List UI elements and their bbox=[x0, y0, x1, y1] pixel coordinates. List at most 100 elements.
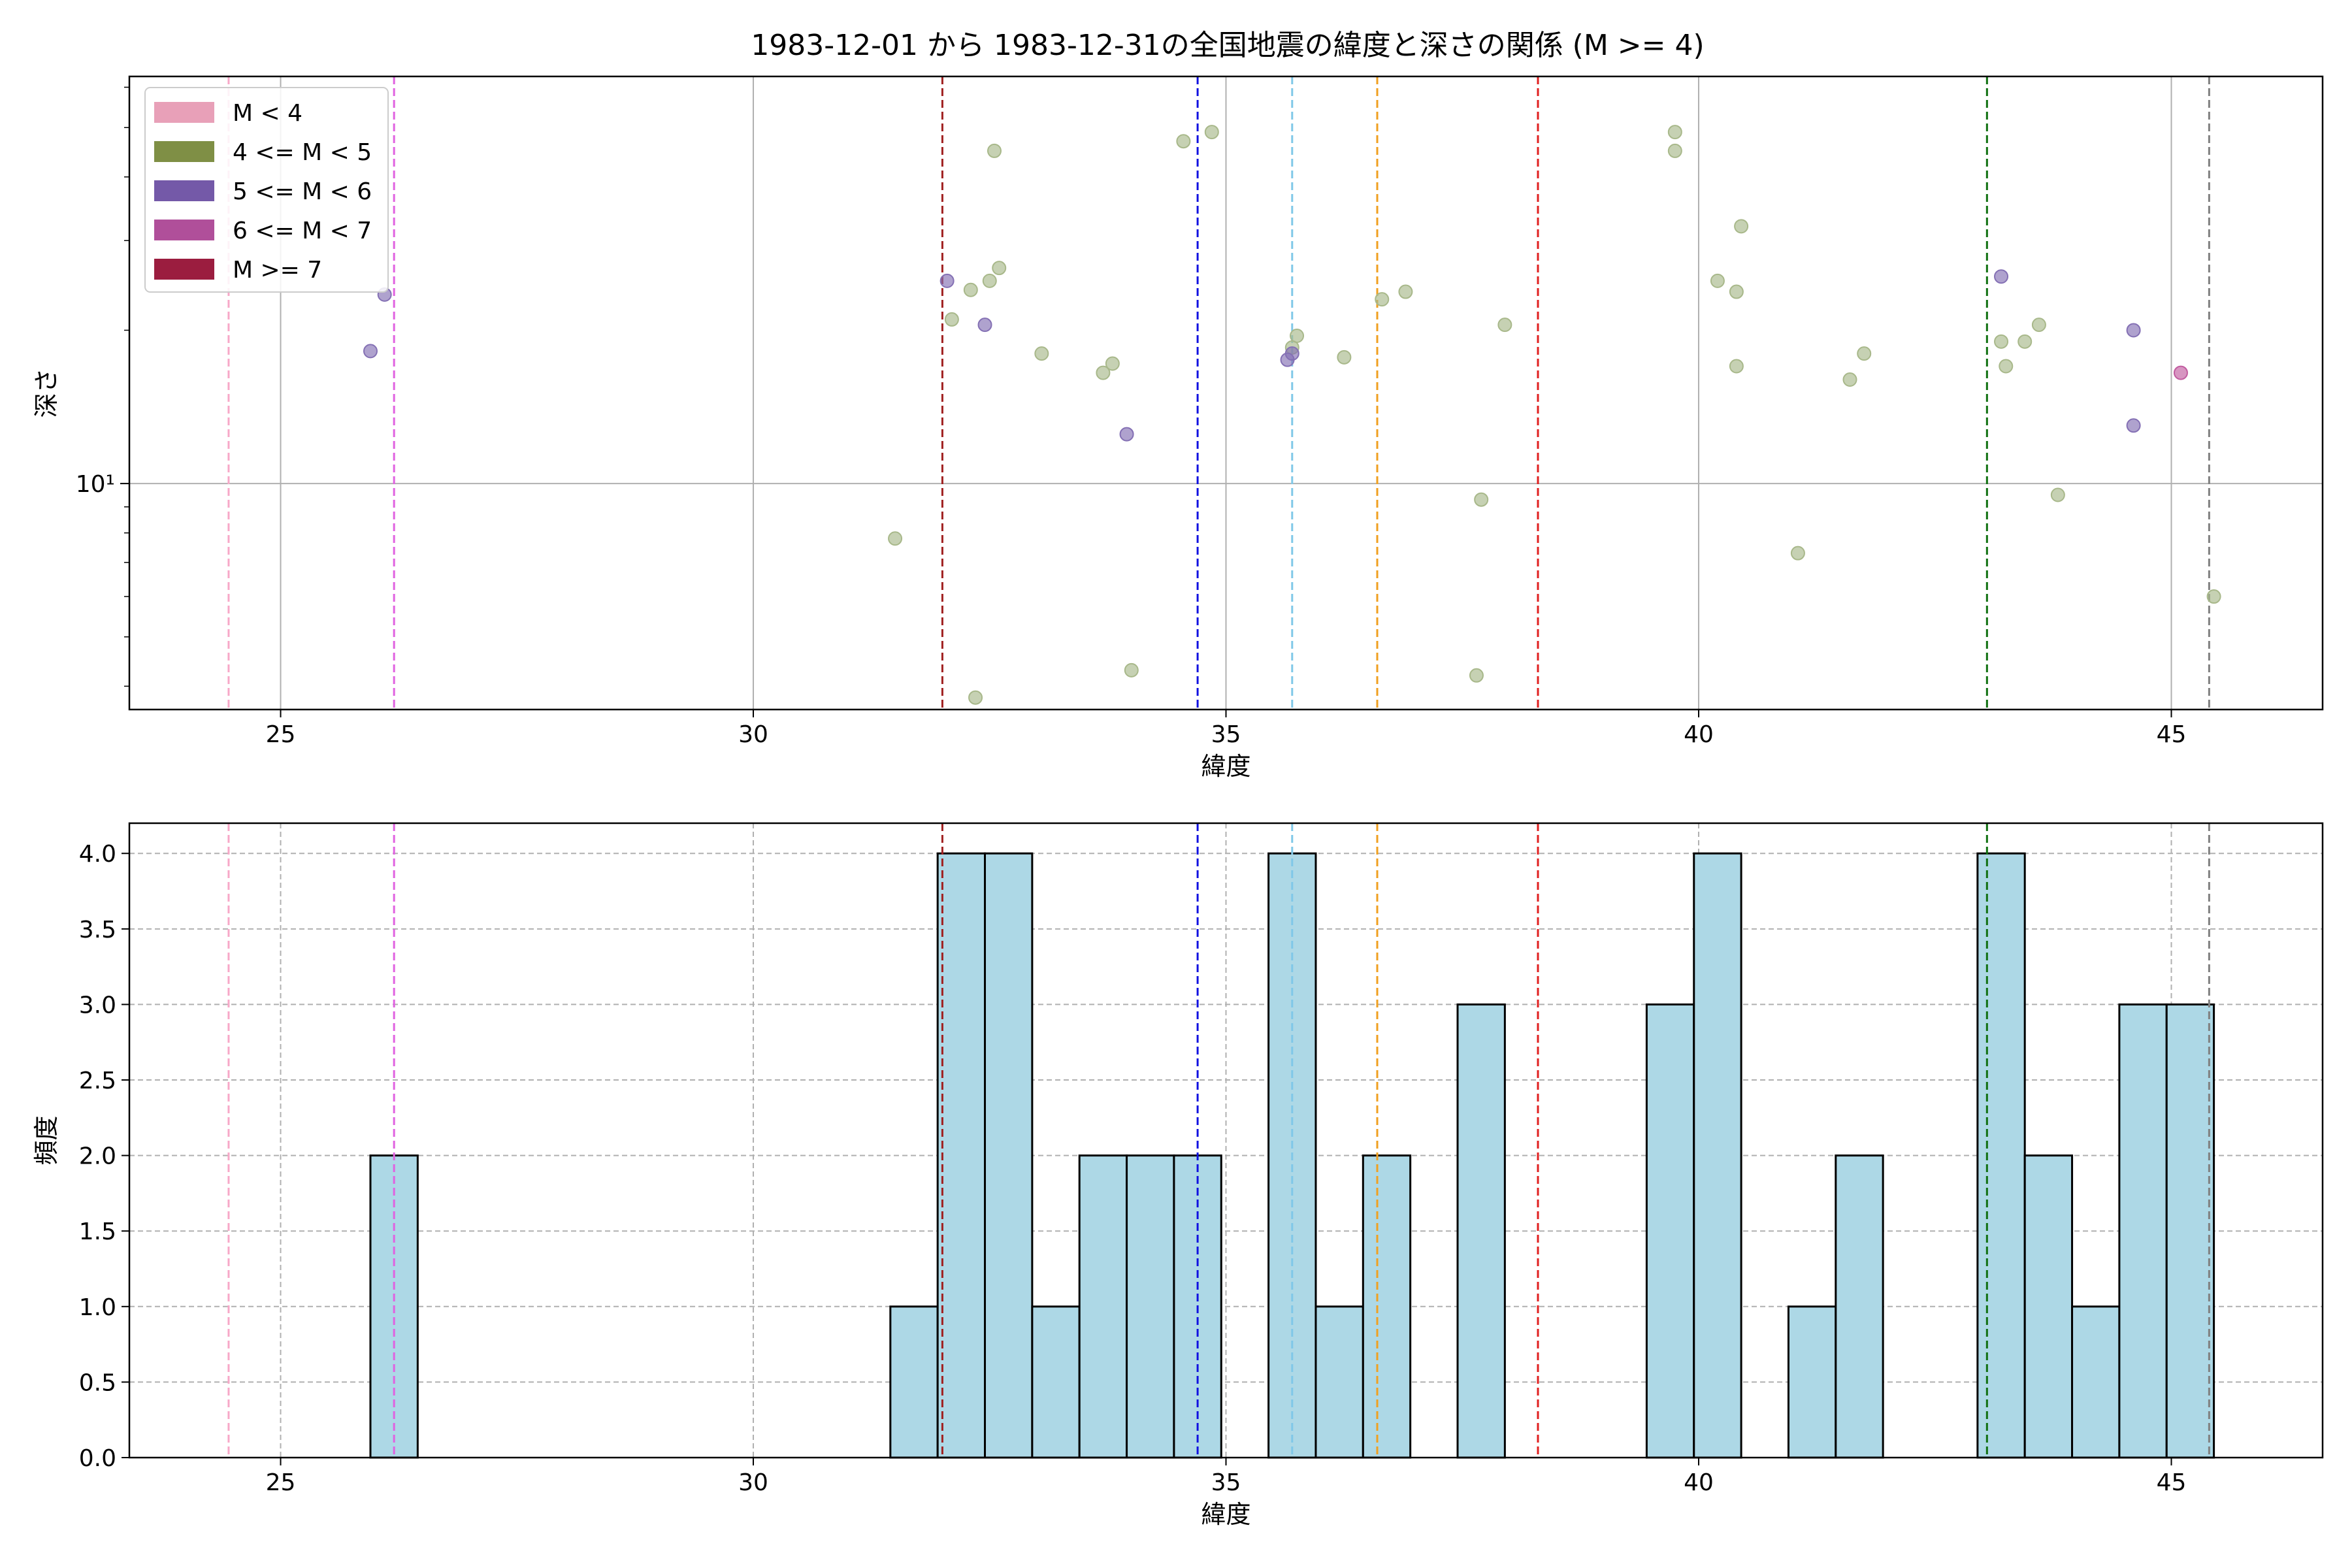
scatter-panel: 25 30 35 40 45 10¹ 緯度 深さ M < 4 4 <= M < 5 5 <= M <… bbox=[32, 75, 2324, 781]
scatter-point bbox=[987, 143, 1002, 158]
scatter-point bbox=[1096, 365, 1111, 380]
scatter-point bbox=[1497, 318, 1512, 333]
histogram-bar bbox=[984, 852, 1034, 1459]
legend-swatch bbox=[154, 180, 214, 201]
scatter-point bbox=[2017, 334, 2033, 349]
scatter-x-tick-label: 45 bbox=[2157, 721, 2187, 748]
scatter-y-axis-label: 深さ bbox=[32, 368, 61, 417]
hist-x-tick-label: 35 bbox=[1211, 1469, 1241, 1496]
scatter-point bbox=[1124, 662, 1139, 678]
scatter-point bbox=[1999, 359, 2014, 374]
scatter-point bbox=[1710, 273, 1725, 288]
scatter-point bbox=[2206, 589, 2221, 604]
hist-y-tick-label: 4.0 bbox=[79, 841, 116, 868]
scatter-point bbox=[1667, 125, 1682, 140]
scatter-point bbox=[1994, 334, 2009, 349]
scatter-point bbox=[939, 273, 955, 288]
legend-label: 5 <= M < 6 bbox=[233, 178, 372, 205]
scatter-point bbox=[1034, 346, 1049, 361]
scatter-point bbox=[363, 344, 378, 359]
hist-y-tick-label: 1.5 bbox=[79, 1218, 116, 1245]
legend-label: M < 4 bbox=[233, 100, 302, 127]
scatter-point bbox=[1734, 219, 1749, 234]
scatter-legend: M < 4 4 <= M < 5 5 <= M < 6 6 <= M < 7 M >= … bbox=[144, 87, 389, 293]
histogram-bar bbox=[1787, 1305, 1837, 1459]
scatter-point bbox=[944, 312, 959, 327]
scatter-x-tick-label: 40 bbox=[1684, 721, 1714, 748]
histogram-bar bbox=[1693, 852, 1742, 1459]
scatter-point bbox=[1280, 352, 1295, 367]
legend-swatch bbox=[154, 141, 214, 162]
scatter-point bbox=[1994, 269, 2009, 284]
histogram-bar bbox=[936, 852, 987, 1459]
scatter-point bbox=[2173, 365, 2188, 380]
scatter-point bbox=[982, 273, 997, 288]
legend-box bbox=[144, 87, 389, 293]
legend-label: 4 <= M < 5 bbox=[233, 139, 372, 166]
scatter-x-tick-label: 25 bbox=[266, 721, 296, 748]
hist-x-axis-label: 緯度 bbox=[1201, 1500, 1250, 1529]
hist-y-tick-label: 1.0 bbox=[79, 1294, 116, 1321]
scatter-point bbox=[1105, 356, 1120, 371]
legend-swatch bbox=[154, 259, 214, 280]
histogram-bar bbox=[1031, 1305, 1081, 1459]
scatter-point bbox=[2126, 323, 2141, 338]
scatter-point bbox=[1729, 359, 1744, 374]
scatter-point bbox=[2126, 418, 2141, 433]
histogram-bar bbox=[2118, 1003, 2168, 1459]
histogram-bar bbox=[2071, 1305, 2121, 1459]
hist-y-tick-label: 0.0 bbox=[79, 1445, 116, 1472]
hist-x-tick-label: 40 bbox=[1684, 1469, 1714, 1496]
hist-y-tick-label: 2.5 bbox=[79, 1068, 116, 1094]
scatter-point bbox=[1469, 668, 1484, 683]
scatter-point bbox=[1337, 350, 1352, 365]
scatter-point bbox=[1857, 346, 1872, 361]
scatter-x-axis-label: 緯度 bbox=[1201, 752, 1250, 781]
scatter-x-tick-label: 30 bbox=[738, 721, 768, 748]
hist-y-axis-label: 頻度 bbox=[32, 1115, 61, 1165]
legend-label: 6 <= M < 7 bbox=[233, 218, 372, 244]
histogram-bar bbox=[889, 1305, 939, 1459]
hist-x-tick-label: 30 bbox=[738, 1469, 768, 1496]
chart-title: 1983-12-01 から 1983-12-31の全国地震の緯度と深さの関係 (… bbox=[751, 29, 1704, 62]
histogram-bar bbox=[1315, 1305, 1364, 1459]
scatter-point bbox=[1790, 546, 1805, 561]
histogram-bar bbox=[1835, 1154, 1884, 1459]
histogram-bar bbox=[1078, 1154, 1128, 1459]
histogram-bar bbox=[2165, 1003, 2215, 1459]
histogram-bar bbox=[1456, 1003, 1506, 1459]
histogram-bar bbox=[1126, 1154, 1175, 1459]
legend-swatch bbox=[154, 102, 214, 123]
scatter-point bbox=[1176, 134, 1191, 149]
scatter-point bbox=[1729, 284, 1744, 299]
hist-y-tick-label: 3.0 bbox=[79, 992, 116, 1019]
hist-x-tick-label: 25 bbox=[266, 1469, 296, 1496]
hist-y-tick-label: 2.0 bbox=[79, 1143, 116, 1170]
histogram-bar bbox=[1362, 1154, 1412, 1459]
scatter-point bbox=[1667, 143, 1682, 158]
legend-label: M >= 7 bbox=[233, 257, 322, 284]
scatter-point bbox=[1204, 125, 1219, 140]
scatter-point bbox=[1119, 427, 1134, 442]
histogram-bar bbox=[1976, 852, 2026, 1459]
hist-x-tick-label: 45 bbox=[2157, 1469, 2187, 1496]
scatter-point bbox=[1474, 492, 1489, 507]
scatter-point bbox=[2031, 318, 2046, 333]
hist-y-tick-label: 3.5 bbox=[79, 917, 116, 943]
scatter-point bbox=[1398, 284, 1413, 299]
scatter-point bbox=[1375, 292, 1390, 307]
scatter-x-tick-label: 35 bbox=[1211, 721, 1241, 748]
hist-y-tick-label: 0.5 bbox=[79, 1369, 116, 1396]
scatter-point bbox=[888, 531, 903, 546]
scatter-y-tick-label: 10¹ bbox=[76, 471, 115, 498]
scatter-point bbox=[968, 690, 983, 705]
scatter-point bbox=[992, 261, 1007, 276]
legend-swatch bbox=[154, 220, 214, 240]
scatter-point bbox=[977, 318, 992, 333]
histogram-panel: 25 30 35 40 45 0.0 0.5 1.0 1.5 2.0 2.5 3.0 3.5 4.0 緯度 頻… bbox=[32, 822, 2324, 1529]
histogram-bar bbox=[2023, 1154, 2074, 1459]
scatter-point bbox=[1842, 372, 1857, 387]
scatter-point bbox=[963, 282, 978, 297]
histogram-bar bbox=[1645, 1003, 1695, 1459]
